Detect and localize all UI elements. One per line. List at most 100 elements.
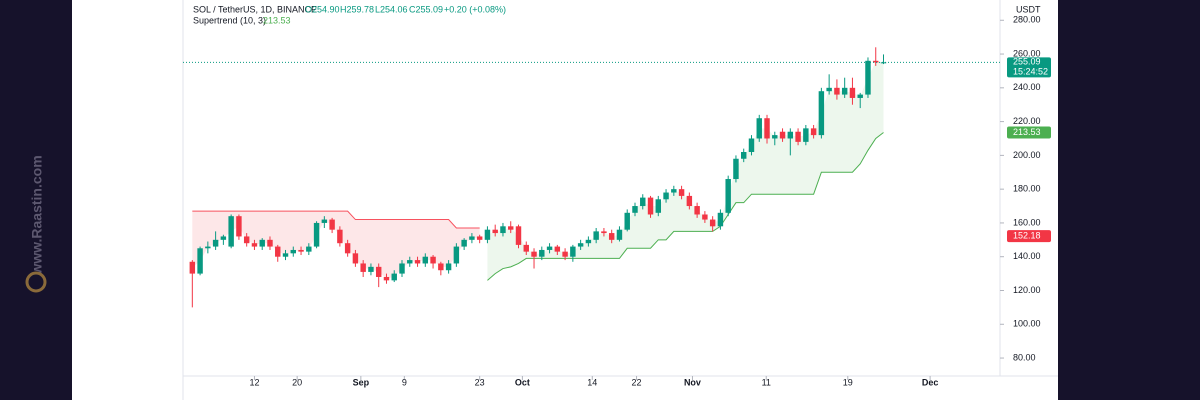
- candle-body: [772, 135, 778, 139]
- symbol-title: SOL / TetherUS, 1D, BINANCE: [193, 4, 317, 14]
- candle-body: [414, 260, 421, 264]
- candle-body: [212, 239, 219, 247]
- candle-body: [616, 229, 623, 240]
- y-tick-label: 260.00: [1013, 48, 1041, 58]
- x-tick-label: 22: [632, 377, 642, 387]
- candle-body: [469, 236, 475, 240]
- candle-body: [531, 251, 537, 257]
- candle-body: [352, 253, 359, 264]
- candle-body: [383, 276, 390, 281]
- ohlc-high: H259.78: [340, 4, 374, 14]
- candle-body: [570, 246, 576, 257]
- candle-body: [228, 216, 234, 247]
- candle-body: [632, 206, 638, 213]
- ohlc-open: O254.90: [305, 4, 340, 14]
- candle-body: [787, 131, 794, 139]
- x-tick-label: 19: [843, 377, 853, 387]
- candle-body: [585, 239, 592, 244]
- candle-body: [508, 226, 514, 230]
- supertrend-line: [487, 132, 884, 281]
- trend-fill: [487, 61, 884, 281]
- candle-body: [849, 87, 856, 98]
- candle-body: [663, 192, 669, 200]
- candle-body: [577, 243, 584, 247]
- ohlc-change: +0.20 (+0.08%): [444, 4, 506, 14]
- candle-body: [803, 128, 809, 142]
- candle-body: [764, 118, 770, 139]
- candle-body: [678, 189, 685, 196]
- candle-body: [453, 246, 460, 264]
- candle-body: [251, 243, 258, 247]
- x-tick-label: 9: [402, 377, 407, 387]
- x-tick-label: Nov: [684, 377, 701, 387]
- ohlc-low: L254.06: [375, 4, 408, 14]
- candle-body: [671, 189, 677, 193]
- x-tick-label: Sep: [353, 377, 370, 387]
- y-tick-label: 100.00: [1013, 319, 1041, 329]
- indicator-name: Supertrend (10, 3): [193, 15, 266, 25]
- y-tick-label: 80.00: [1013, 352, 1036, 362]
- candle-body: [810, 128, 817, 136]
- candle-body: [795, 131, 801, 142]
- pane: [189, 47, 887, 308]
- currency: USDT: [1016, 4, 1041, 14]
- candle-body: [476, 236, 483, 240]
- candle-body: [329, 219, 335, 230]
- candle-body: [407, 260, 413, 264]
- x-tick-label: 20: [292, 377, 302, 387]
- candle-body: [267, 239, 273, 247]
- candle-body: [189, 261, 196, 274]
- candle-body: [282, 253, 289, 257]
- candle-body: [445, 263, 452, 271]
- x-tick-label: 11: [762, 377, 771, 387]
- candle-body: [492, 229, 498, 234]
- indicator-tag-label: 213.53: [1013, 127, 1041, 137]
- x-tick-label: Oct: [515, 377, 530, 387]
- candle-body: [368, 266, 374, 272]
- candle-body: [756, 118, 762, 139]
- candle-body: [640, 197, 646, 207]
- candle-body: [562, 251, 568, 257]
- candle-body: [298, 249, 304, 252]
- y-tick-label: 120.00: [1013, 285, 1041, 295]
- candle-body: [438, 263, 444, 271]
- candle-body: [608, 233, 615, 240]
- candle-body: [655, 199, 662, 213]
- y-tick-label: 240.00: [1013, 82, 1041, 92]
- candle-body: [818, 91, 825, 136]
- candle-body: [422, 256, 429, 264]
- last-price-tag: [1007, 57, 1051, 78]
- x-tick-label: 12: [249, 377, 259, 387]
- candle-body: [290, 249, 296, 254]
- candle-body: [197, 248, 203, 274]
- x-tick-label: Dec: [922, 377, 939, 387]
- candle-body: [546, 246, 553, 250]
- candle-body: [321, 219, 328, 223]
- indicator-tag: [1007, 126, 1051, 139]
- candle-body: [686, 195, 693, 207]
- indicator-value: 213.53: [263, 15, 291, 25]
- candle-body: [399, 263, 405, 274]
- candle-body: [205, 246, 211, 249]
- y-tick-label: 220.00: [1013, 116, 1041, 126]
- x-tick-label: 14: [587, 377, 597, 387]
- candle-body: [539, 249, 545, 257]
- candle-body: [375, 266, 382, 277]
- candle-body: [484, 229, 491, 240]
- last-price-label: 255.09: [1013, 57, 1041, 67]
- supertrend-line: [192, 210, 480, 229]
- y-tick-label: 200.00: [1013, 150, 1041, 160]
- watermark: www.Raastin.com: [29, 155, 45, 275]
- candle-body: [841, 87, 848, 95]
- panel: [72, 0, 1058, 400]
- candle-body: [220, 236, 227, 240]
- candle-body: [259, 239, 265, 247]
- x-tick-label: 23: [475, 377, 485, 387]
- y-tick-label: 280.00: [1013, 15, 1041, 25]
- y-tick-label: 180.00: [1013, 184, 1041, 194]
- candle-body: [740, 152, 747, 159]
- candle-body: [306, 246, 312, 252]
- candle-body: [554, 246, 561, 252]
- candle-body: [337, 229, 343, 244]
